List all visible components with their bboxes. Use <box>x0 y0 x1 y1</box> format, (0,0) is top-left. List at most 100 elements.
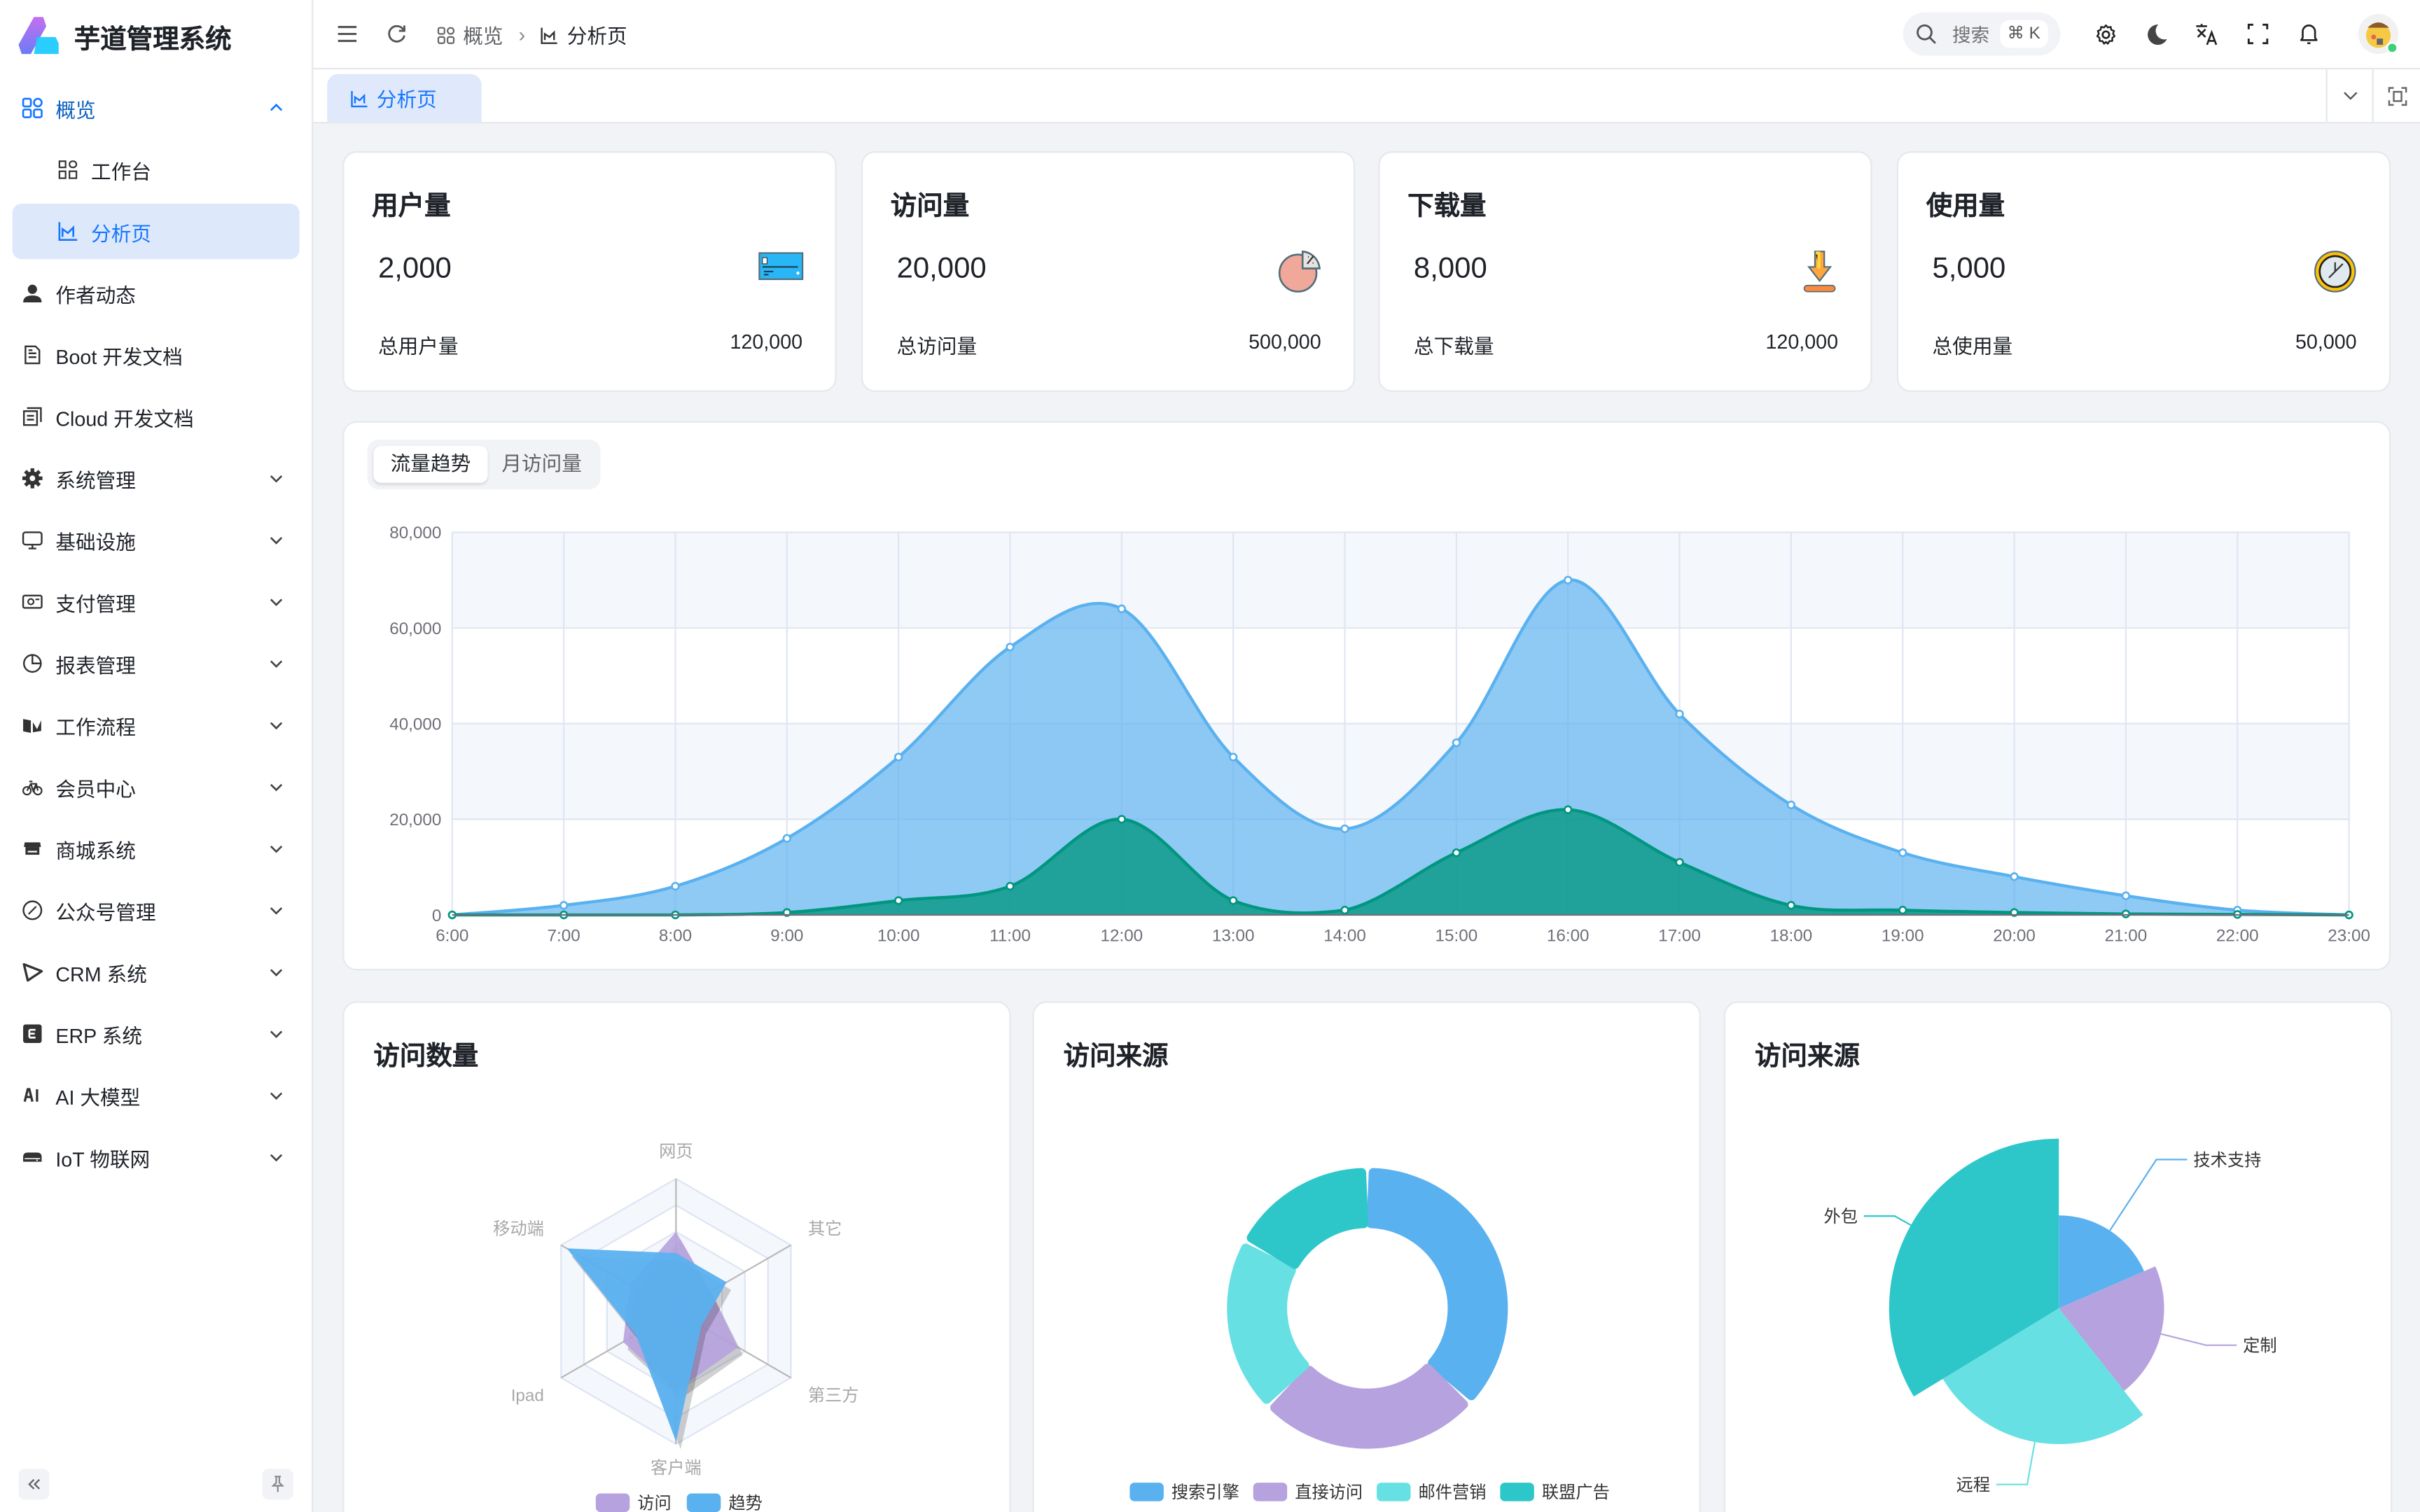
data-point[interactable] <box>1675 858 1684 867</box>
legend-label[interactable]: 趋势 <box>728 1494 762 1512</box>
data-point[interactable] <box>1117 604 1127 613</box>
sidebar-item-2[interactable]: 分析页 <box>0 201 312 262</box>
grid-band <box>452 532 2349 629</box>
donut-slice[interactable] <box>1227 1243 1309 1404</box>
sidebar-item-13[interactable]: 公众号管理 <box>0 879 312 941</box>
data-point[interactable] <box>1564 575 1573 584</box>
document-icon <box>22 344 43 366</box>
sidebar-item-15[interactable]: ERP 系统 <box>0 1003 312 1065</box>
legend-swatch[interactable] <box>1377 1483 1411 1502</box>
legend-swatch[interactable] <box>595 1493 630 1512</box>
maximize-content-button[interactable] <box>2372 69 2420 122</box>
rose-slice[interactable] <box>1889 1138 2059 1396</box>
logo[interactable]: 芋道管理系统 <box>15 13 232 59</box>
pie-chart-icon <box>22 652 43 674</box>
data-point[interactable] <box>1452 848 1461 858</box>
data-point[interactable] <box>1786 901 1796 910</box>
sidebar-item-4[interactable]: Boot 开发文档 <box>0 324 312 386</box>
legend-label[interactable]: 访问 <box>637 1494 671 1512</box>
data-point[interactable] <box>2121 891 2131 900</box>
pin-sidebar-button[interactable] <box>262 1469 293 1500</box>
search-box[interactable]: 搜索 ⌘ K <box>1903 12 2061 56</box>
payment-icon <box>22 591 43 612</box>
stat-total-label: 总下载量 <box>1413 335 1494 358</box>
fullscreen-button[interactable] <box>2243 18 2274 49</box>
data-point[interactable] <box>559 901 569 910</box>
rose-title: 访问来源 <box>1755 1041 1860 1071</box>
data-point[interactable] <box>1564 805 1573 814</box>
rose-slice[interactable] <box>2059 1215 2145 1309</box>
sidebar-item-14[interactable]: CRM 系统 <box>0 941 312 1002</box>
collapse-sidebar-button[interactable] <box>18 1469 50 1500</box>
visit-count-card: 访问数量 网页 移动端 Ipad 客户端 第三方 其它 访问 趋势 <box>342 1001 1011 1512</box>
label-line <box>1863 1215 1912 1226</box>
sidebar-item-8[interactable]: 支付管理 <box>0 571 312 633</box>
sidebar-item-7[interactable]: 基础设施 <box>0 509 312 570</box>
slice-label: 定制 <box>2243 1336 2276 1355</box>
data-point[interactable] <box>1006 643 1015 652</box>
rose-slice[interactable] <box>1942 1308 2143 1445</box>
data-point[interactable] <box>1117 815 1127 824</box>
data-point[interactable] <box>1229 896 1238 905</box>
tab-traffic-trend[interactable]: 流量趋势 <box>373 445 488 483</box>
tab-more-button[interactable] <box>2325 69 2374 122</box>
sidebar-item-12[interactable]: 商城系统 <box>0 818 312 879</box>
data-point[interactable] <box>1675 709 1684 719</box>
legend-label[interactable]: 直接访问 <box>1295 1483 1363 1502</box>
data-point[interactable] <box>893 896 903 905</box>
donut-slice[interactable] <box>1366 1168 1508 1401</box>
tab-analytics[interactable]: 分析页 <box>327 74 482 122</box>
refresh-button[interactable] <box>381 18 412 49</box>
legend-label[interactable]: 联盟广告 <box>1542 1483 1610 1502</box>
data-point[interactable] <box>2010 872 2019 881</box>
sidebar-item-6[interactable]: 系统管理 <box>0 447 312 509</box>
dashboard-icon <box>22 97 43 119</box>
language-button[interactable] <box>2192 18 2223 49</box>
data-point[interactable] <box>671 881 680 891</box>
sidebar-item-3[interactable]: 作者动态 <box>0 262 312 324</box>
sidebar-item-16[interactable]: AI 大模型 <box>0 1065 312 1126</box>
notifications-button[interactable] <box>2293 18 2324 49</box>
sidebar-item-5[interactable]: Cloud 开发文档 <box>0 386 312 447</box>
rose-slice[interactable] <box>2059 1266 2164 1391</box>
legend-label[interactable]: 邮件营销 <box>1419 1483 1487 1502</box>
legend-swatch[interactable] <box>1253 1483 1288 1502</box>
data-point[interactable] <box>1229 752 1238 762</box>
data-point[interactable] <box>893 752 903 762</box>
documents-icon <box>22 406 43 428</box>
breadcrumb-item[interactable]: 概览 <box>463 24 503 48</box>
sidebar-item-17[interactable]: IoT 物联网 <box>0 1126 312 1188</box>
sidebar-item-9[interactable]: 报表管理 <box>0 633 312 694</box>
data-point[interactable] <box>2121 909 2131 918</box>
settings-button[interactable] <box>2089 18 2120 49</box>
sidebar-item-1[interactable]: 工作台 <box>0 139 312 200</box>
data-point[interactable] <box>1006 881 1015 891</box>
data-point[interactable] <box>1898 848 1907 858</box>
stat-title: 下载量 <box>1407 191 1487 221</box>
sidebar-item-11[interactable]: 会员中心 <box>0 756 312 818</box>
donut-slice[interactable] <box>1270 1364 1468 1449</box>
radar-series-1[interactable] <box>566 1248 727 1442</box>
y-tick-label: 40,000 <box>389 715 441 734</box>
sidebar-item-10[interactable]: 工作流程 <box>0 694 312 756</box>
sidebar-menu: 概览 工作台 分析页 作者动态 Boot 开发文档 Cloud 开发文档 系统管理 基础设施支… <box>0 77 312 1188</box>
data-point[interactable] <box>782 834 791 843</box>
user-avatar[interactable] <box>2358 13 2399 55</box>
sidebar-item-0[interactable]: 概览 <box>0 77 312 139</box>
data-point[interactable] <box>1898 906 1907 915</box>
data-point[interactable] <box>1786 800 1796 810</box>
data-point[interactable] <box>1340 906 1349 915</box>
dark-mode-button[interactable] <box>2141 18 2171 49</box>
legend-swatch[interactable] <box>1500 1483 1534 1502</box>
donut-slice[interactable] <box>1246 1168 1369 1269</box>
sidebar-item-label: Boot 开发文档 <box>55 344 183 368</box>
tab-monthly-visits[interactable]: 月访问量 <box>501 451 582 475</box>
toggle-menu-button[interactable] <box>332 18 363 49</box>
traffic-trend-chart: 0 20,000 40,000 60,000 80,000 6:00 7:00 8:00 9:0… <box>389 524 2370 945</box>
legend-swatch[interactable] <box>686 1493 721 1512</box>
legend-label[interactable]: 搜索引擎 <box>1171 1483 1239 1502</box>
data-point[interactable] <box>1340 824 1349 834</box>
data-point[interactable] <box>1452 738 1461 748</box>
bicycle-icon <box>22 776 43 798</box>
legend-swatch[interactable] <box>1129 1483 1164 1502</box>
